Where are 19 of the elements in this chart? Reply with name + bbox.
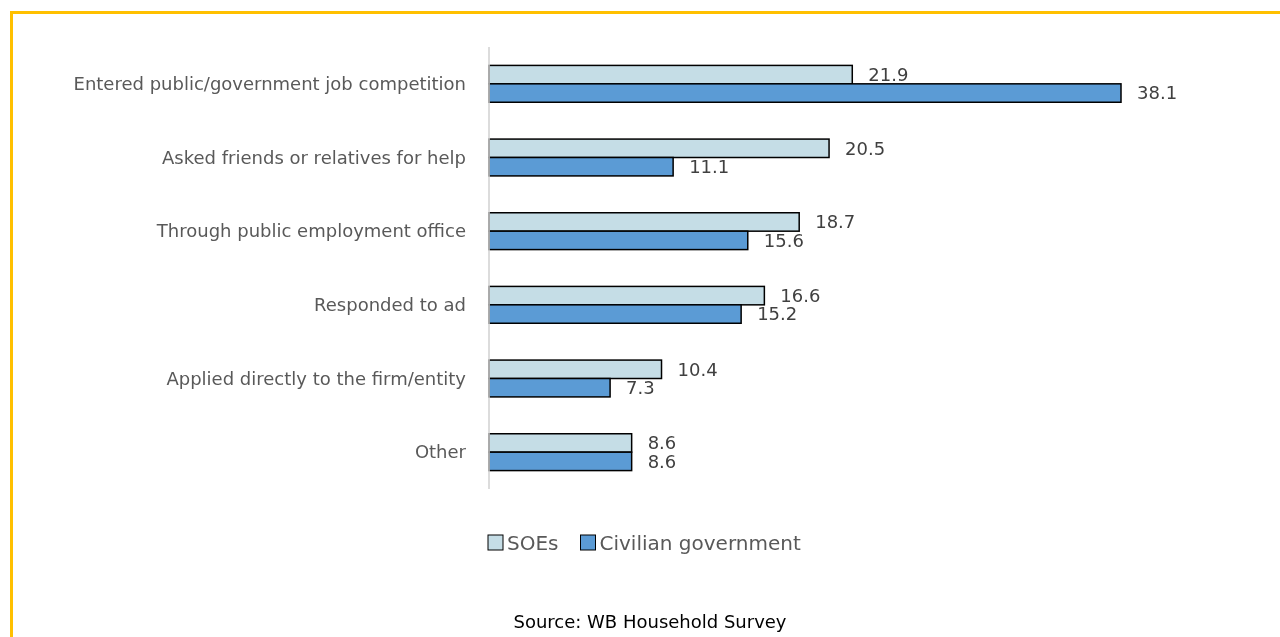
- data-label: 16.6: [780, 284, 821, 306]
- data-label: 18.7: [815, 211, 856, 233]
- legend-label: Civilian government: [599, 531, 801, 555]
- data-label: 7.3: [626, 377, 655, 399]
- y-tick-label: Asked friends or relatives for help: [162, 146, 466, 168]
- data-label: 21.9: [868, 63, 909, 85]
- data-label: 10.4: [677, 358, 718, 380]
- y-tick-label: Other: [414, 441, 467, 463]
- data-label: 11.1: [689, 156, 730, 178]
- data-label: 15.2: [757, 303, 798, 325]
- data-label: 20.5: [845, 137, 886, 159]
- y-tick-label: Entered public/government job competition: [73, 73, 466, 95]
- legend-label: SOEs: [507, 531, 559, 555]
- data-label: 15.6: [763, 229, 804, 251]
- y-tick-label: Applied directly to the firm/entity: [166, 367, 467, 389]
- y-tick-label: Responded to ad: [314, 294, 466, 316]
- y-tick-label: Through public employment office: [155, 220, 466, 242]
- source-note: Source: WB Household Survey: [513, 611, 787, 633]
- data-label: 38.1: [1137, 82, 1178, 104]
